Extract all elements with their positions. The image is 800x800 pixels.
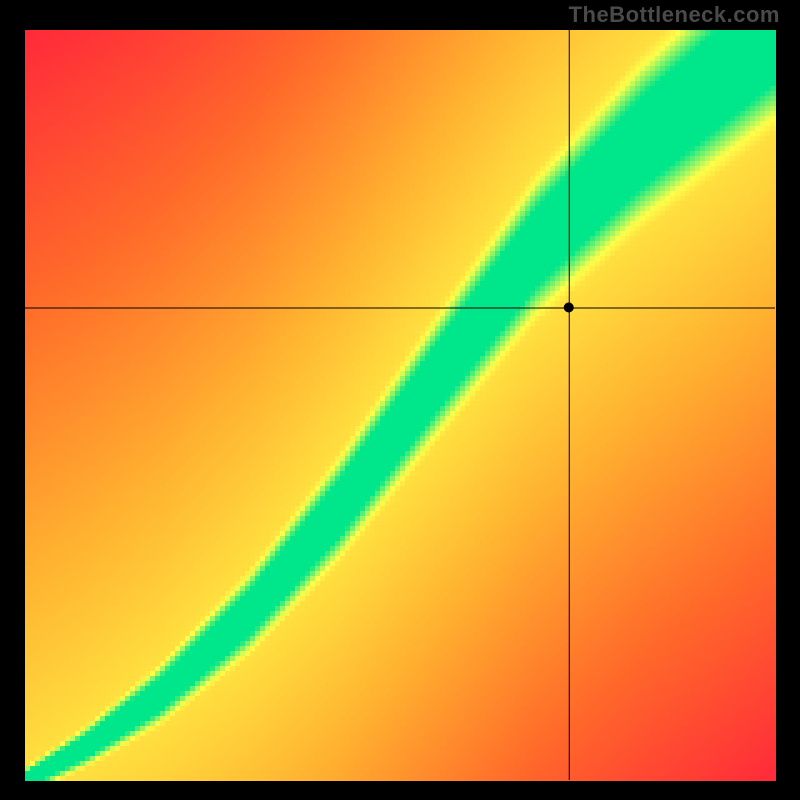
bottleneck-heatmap bbox=[0, 0, 800, 800]
chart-container: TheBottleneck.com bbox=[0, 0, 800, 800]
watermark-text: TheBottleneck.com bbox=[569, 2, 780, 28]
